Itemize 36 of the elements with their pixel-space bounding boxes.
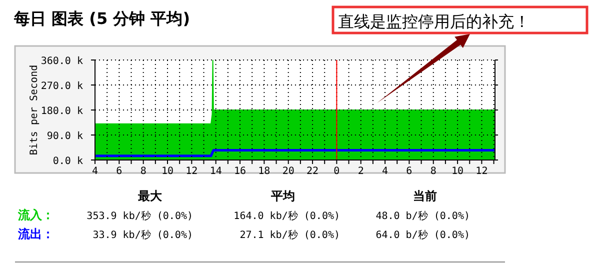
x-tick-label: 12 [186, 166, 198, 177]
text: 流出： [17, 227, 54, 241]
y-tick-label: 270.0 k [40, 81, 83, 92]
text: 164.0 kb/秒 (0.0%) [234, 210, 340, 222]
text: 平均 [270, 189, 295, 203]
y-tick-label: 90.0 k [46, 131, 83, 142]
y-tick-label: 180.0 k [40, 106, 83, 117]
x-tick-label: 4 [92, 166, 98, 177]
x-tick-label: 22 [306, 166, 319, 177]
x-tick-label: 4 [382, 166, 388, 177]
x-tick-label: 8 [430, 166, 436, 177]
text: 48.0 b/秒 (0.0%) [376, 210, 470, 222]
text: 流入： [17, 208, 54, 222]
chart-title: 每日 图表 (5 分钟 平均) [13, 9, 190, 28]
text: 最大 [137, 189, 163, 203]
x-tick-label: 16 [234, 166, 246, 177]
x-tick-label: 6 [116, 166, 122, 177]
text: 27.1 kb/秒 (0.0%) [240, 229, 340, 241]
y-axis-title: Bits per Second [29, 64, 40, 156]
text: 33.9 kb/秒 (0.0%) [92, 229, 193, 241]
x-tick-label: 0 [334, 166, 340, 177]
text: 64.0 b/秒 (0.0%) [376, 229, 470, 241]
x-tick-label: 20 [282, 166, 294, 177]
x-tick-label: 6 [406, 166, 412, 177]
x-tick-label: 10 [452, 166, 464, 177]
text: 353.9 kb/秒 (0.0%) [86, 210, 193, 222]
text: 当前 [413, 189, 437, 203]
x-tick-label: 18 [258, 166, 270, 177]
y-tick-label: 360.0 k [40, 56, 83, 67]
x-tick-label: 10 [161, 166, 174, 177]
text: 直线是监控停用后的补充！ [338, 12, 530, 31]
x-tick-label: 12 [476, 166, 488, 177]
x-tick-label: 8 [140, 166, 146, 177]
x-tick-label: 2 [358, 166, 364, 177]
x-tick-label: 14 [210, 166, 222, 177]
y-tick-label: 0.0 k [52, 156, 83, 167]
